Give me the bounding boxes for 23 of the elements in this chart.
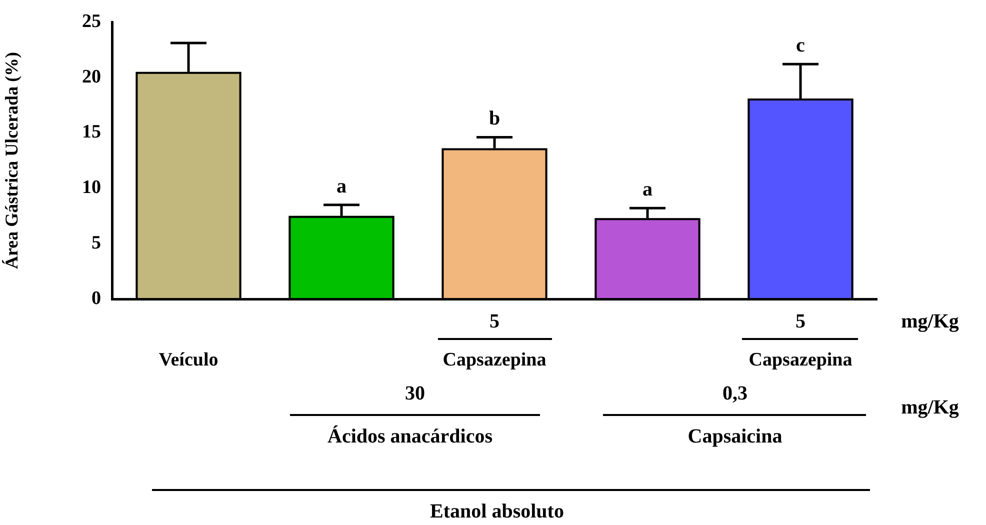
text: mg/Kg bbox=[901, 310, 959, 334]
text: Capsaicina bbox=[688, 426, 782, 448]
annotation: b bbox=[488, 108, 500, 131]
x-tick-label: Capsazepina bbox=[748, 349, 853, 370]
annotation: a bbox=[336, 175, 346, 198]
y-tick-label: 10 bbox=[82, 177, 101, 198]
text: Ácidos anacárdicos bbox=[328, 426, 492, 448]
y-tick-label: 5 bbox=[92, 232, 101, 254]
y-tick-label: 15 bbox=[82, 122, 101, 143]
x-tick-label: Veículo bbox=[158, 349, 218, 370]
annotation: c bbox=[796, 34, 805, 58]
y-tick-label: 20 bbox=[82, 66, 101, 88]
annotation: a bbox=[642, 178, 652, 202]
y-axis-title: Área Gástrica Ulcerada (%) bbox=[1, 52, 22, 270]
text: mg/Kg bbox=[901, 396, 959, 420]
y-tick-label: 0 bbox=[92, 288, 101, 309]
y-tick-label: 25 bbox=[82, 10, 101, 32]
text: 5 bbox=[490, 310, 500, 334]
text: 30 bbox=[405, 382, 425, 406]
text: Etanol absoluto bbox=[430, 500, 564, 524]
x-tick-label: Capsazepina bbox=[442, 349, 547, 370]
text: 0,3 bbox=[722, 382, 748, 406]
text: 5 bbox=[796, 310, 806, 334]
